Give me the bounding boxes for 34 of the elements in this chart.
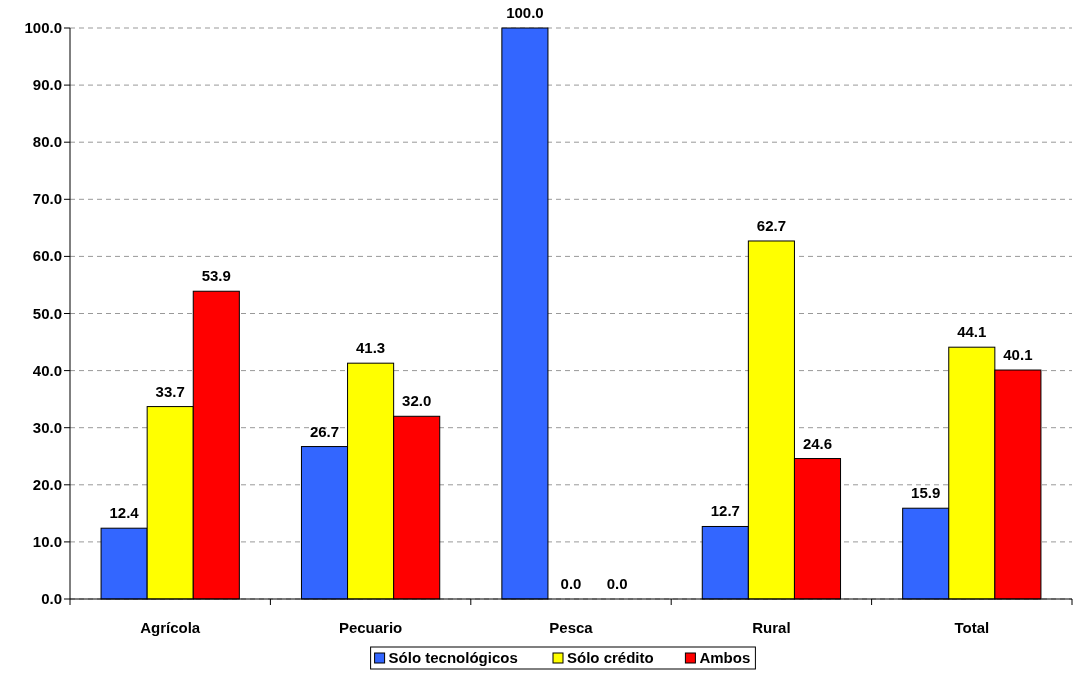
x-tick-label: Pecuario	[338, 619, 403, 636]
y-tick-label: 40.0	[32, 361, 62, 379]
text: 12.4	[109, 504, 139, 522]
text: 41.3	[356, 339, 386, 357]
y-tick-label: 80.0	[32, 133, 62, 151]
text: 33.7	[155, 382, 185, 400]
legend-label: Ambos	[699, 649, 751, 666]
legend-label: Sólo tecnológicos	[388, 649, 518, 666]
y-tick-label: 100.0	[24, 19, 62, 36]
text: 40.1	[1003, 346, 1033, 364]
text: 15.9	[911, 484, 941, 502]
y-tick-label: 20.0	[32, 475, 62, 493]
text: 44.1	[957, 323, 987, 341]
y-tick-label: 30.0	[32, 418, 62, 436]
text: 24.6	[802, 434, 833, 452]
x-tick-label: Pesca	[549, 619, 594, 636]
y-tick-label: 50.0	[32, 304, 62, 322]
text: 0.0	[560, 575, 582, 592]
text: 32.0	[402, 392, 432, 410]
y-tick-label: 60.0	[32, 247, 62, 265]
text: 100.0	[506, 4, 544, 21]
x-tick-label: Total	[954, 619, 990, 636]
y-tick-label: 0.0	[41, 590, 62, 607]
x-tick-label: Agrícola	[140, 619, 201, 636]
legend-label: Sólo crédito	[567, 649, 654, 666]
y-tick-label: 90.0	[32, 76, 62, 94]
y-tick-label: 70.0	[32, 190, 62, 208]
text: 0.0	[606, 575, 628, 592]
text: 12.7	[710, 502, 740, 520]
text: 62.7	[756, 216, 786, 234]
text: 53.9	[201, 267, 231, 285]
text: 26.7	[309, 422, 340, 440]
y-tick-label: 10.0	[32, 532, 62, 550]
x-tick-label: Rural	[752, 619, 791, 636]
